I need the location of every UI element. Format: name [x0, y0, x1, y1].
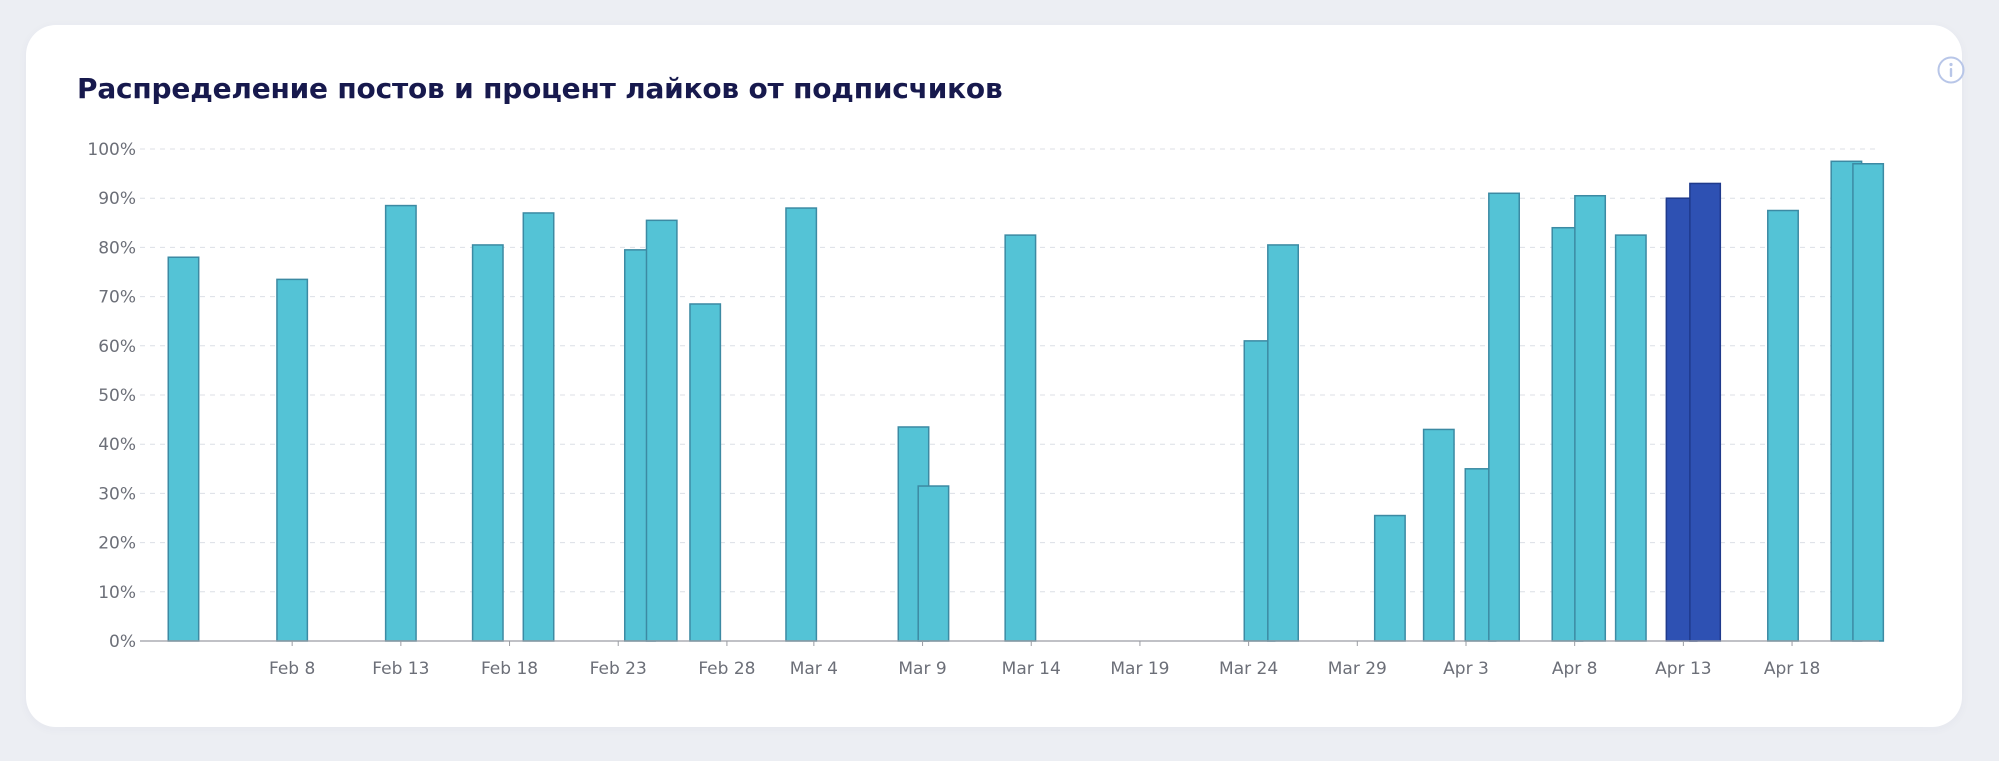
bar	[1767, 209, 1799, 642]
bar	[1004, 234, 1037, 642]
y-tick-label: 70%	[98, 288, 136, 308]
y-tick-label: 40%	[98, 435, 136, 455]
bar	[1852, 163, 1885, 642]
x-tick-label: Mar 24	[1219, 659, 1278, 679]
bar	[384, 204, 417, 642]
y-tick-label: 50%	[98, 386, 136, 406]
y-tick-label: 0%	[109, 632, 136, 652]
x-tick-label: Apr 8	[1552, 659, 1598, 679]
bar	[917, 485, 950, 642]
x-tick-label: Apr 3	[1443, 659, 1489, 679]
y-tick-label: 100%	[87, 140, 136, 160]
x-tick-label: Apr 13	[1655, 659, 1711, 679]
bar	[645, 219, 678, 642]
y-tick-label: 30%	[98, 484, 136, 504]
bar	[1373, 514, 1406, 642]
y-tick-labels: 0% 10% 20% 30% 40% 50% 60% 70% 80% 90% 100%	[87, 140, 136, 652]
bar	[471, 244, 504, 642]
bars	[167, 160, 1885, 642]
chart-title: Распределение постов и процент лайков от…	[77, 72, 1003, 105]
x-tick-label: Feb 18	[481, 659, 538, 679]
bar	[1574, 194, 1607, 642]
x-tick-label: Feb 8	[269, 659, 315, 679]
bar	[1488, 192, 1520, 642]
bar	[689, 303, 722, 642]
bar	[1614, 234, 1647, 642]
x-tick-label: Feb 28	[698, 659, 755, 679]
y-tick-label: 20%	[98, 534, 136, 554]
x-tick-label: Feb 13	[372, 659, 429, 679]
y-tick-label: 60%	[98, 337, 136, 357]
bar	[1267, 244, 1299, 642]
x-tick-label: Mar 29	[1328, 659, 1387, 679]
x-tick-label: Mar 19	[1110, 659, 1169, 679]
x-tick-label: Mar 4	[790, 659, 838, 679]
y-tick-label: 10%	[98, 583, 136, 603]
x-tick-labels: Feb 8 Feb 13 Feb 18 Feb 23 Feb 28 Mar 4 Mar 9 M…	[269, 659, 1820, 679]
bar	[1689, 182, 1722, 642]
x-tick-label: Feb 23	[590, 659, 647, 679]
info-icon[interactable]	[1935, 54, 1967, 86]
axes	[140, 640, 1879, 646]
x-tick-label: Mar 14	[1002, 659, 1061, 679]
y-tick-label: 80%	[98, 238, 136, 258]
x-tick-label: Apr 18	[1764, 659, 1820, 679]
bar	[785, 207, 818, 642]
bar	[522, 212, 555, 642]
bar	[167, 256, 200, 642]
bar	[276, 278, 309, 642]
bar	[1422, 428, 1455, 642]
x-tick-label: Mar 9	[898, 659, 946, 679]
y-tick-label: 90%	[98, 189, 136, 209]
